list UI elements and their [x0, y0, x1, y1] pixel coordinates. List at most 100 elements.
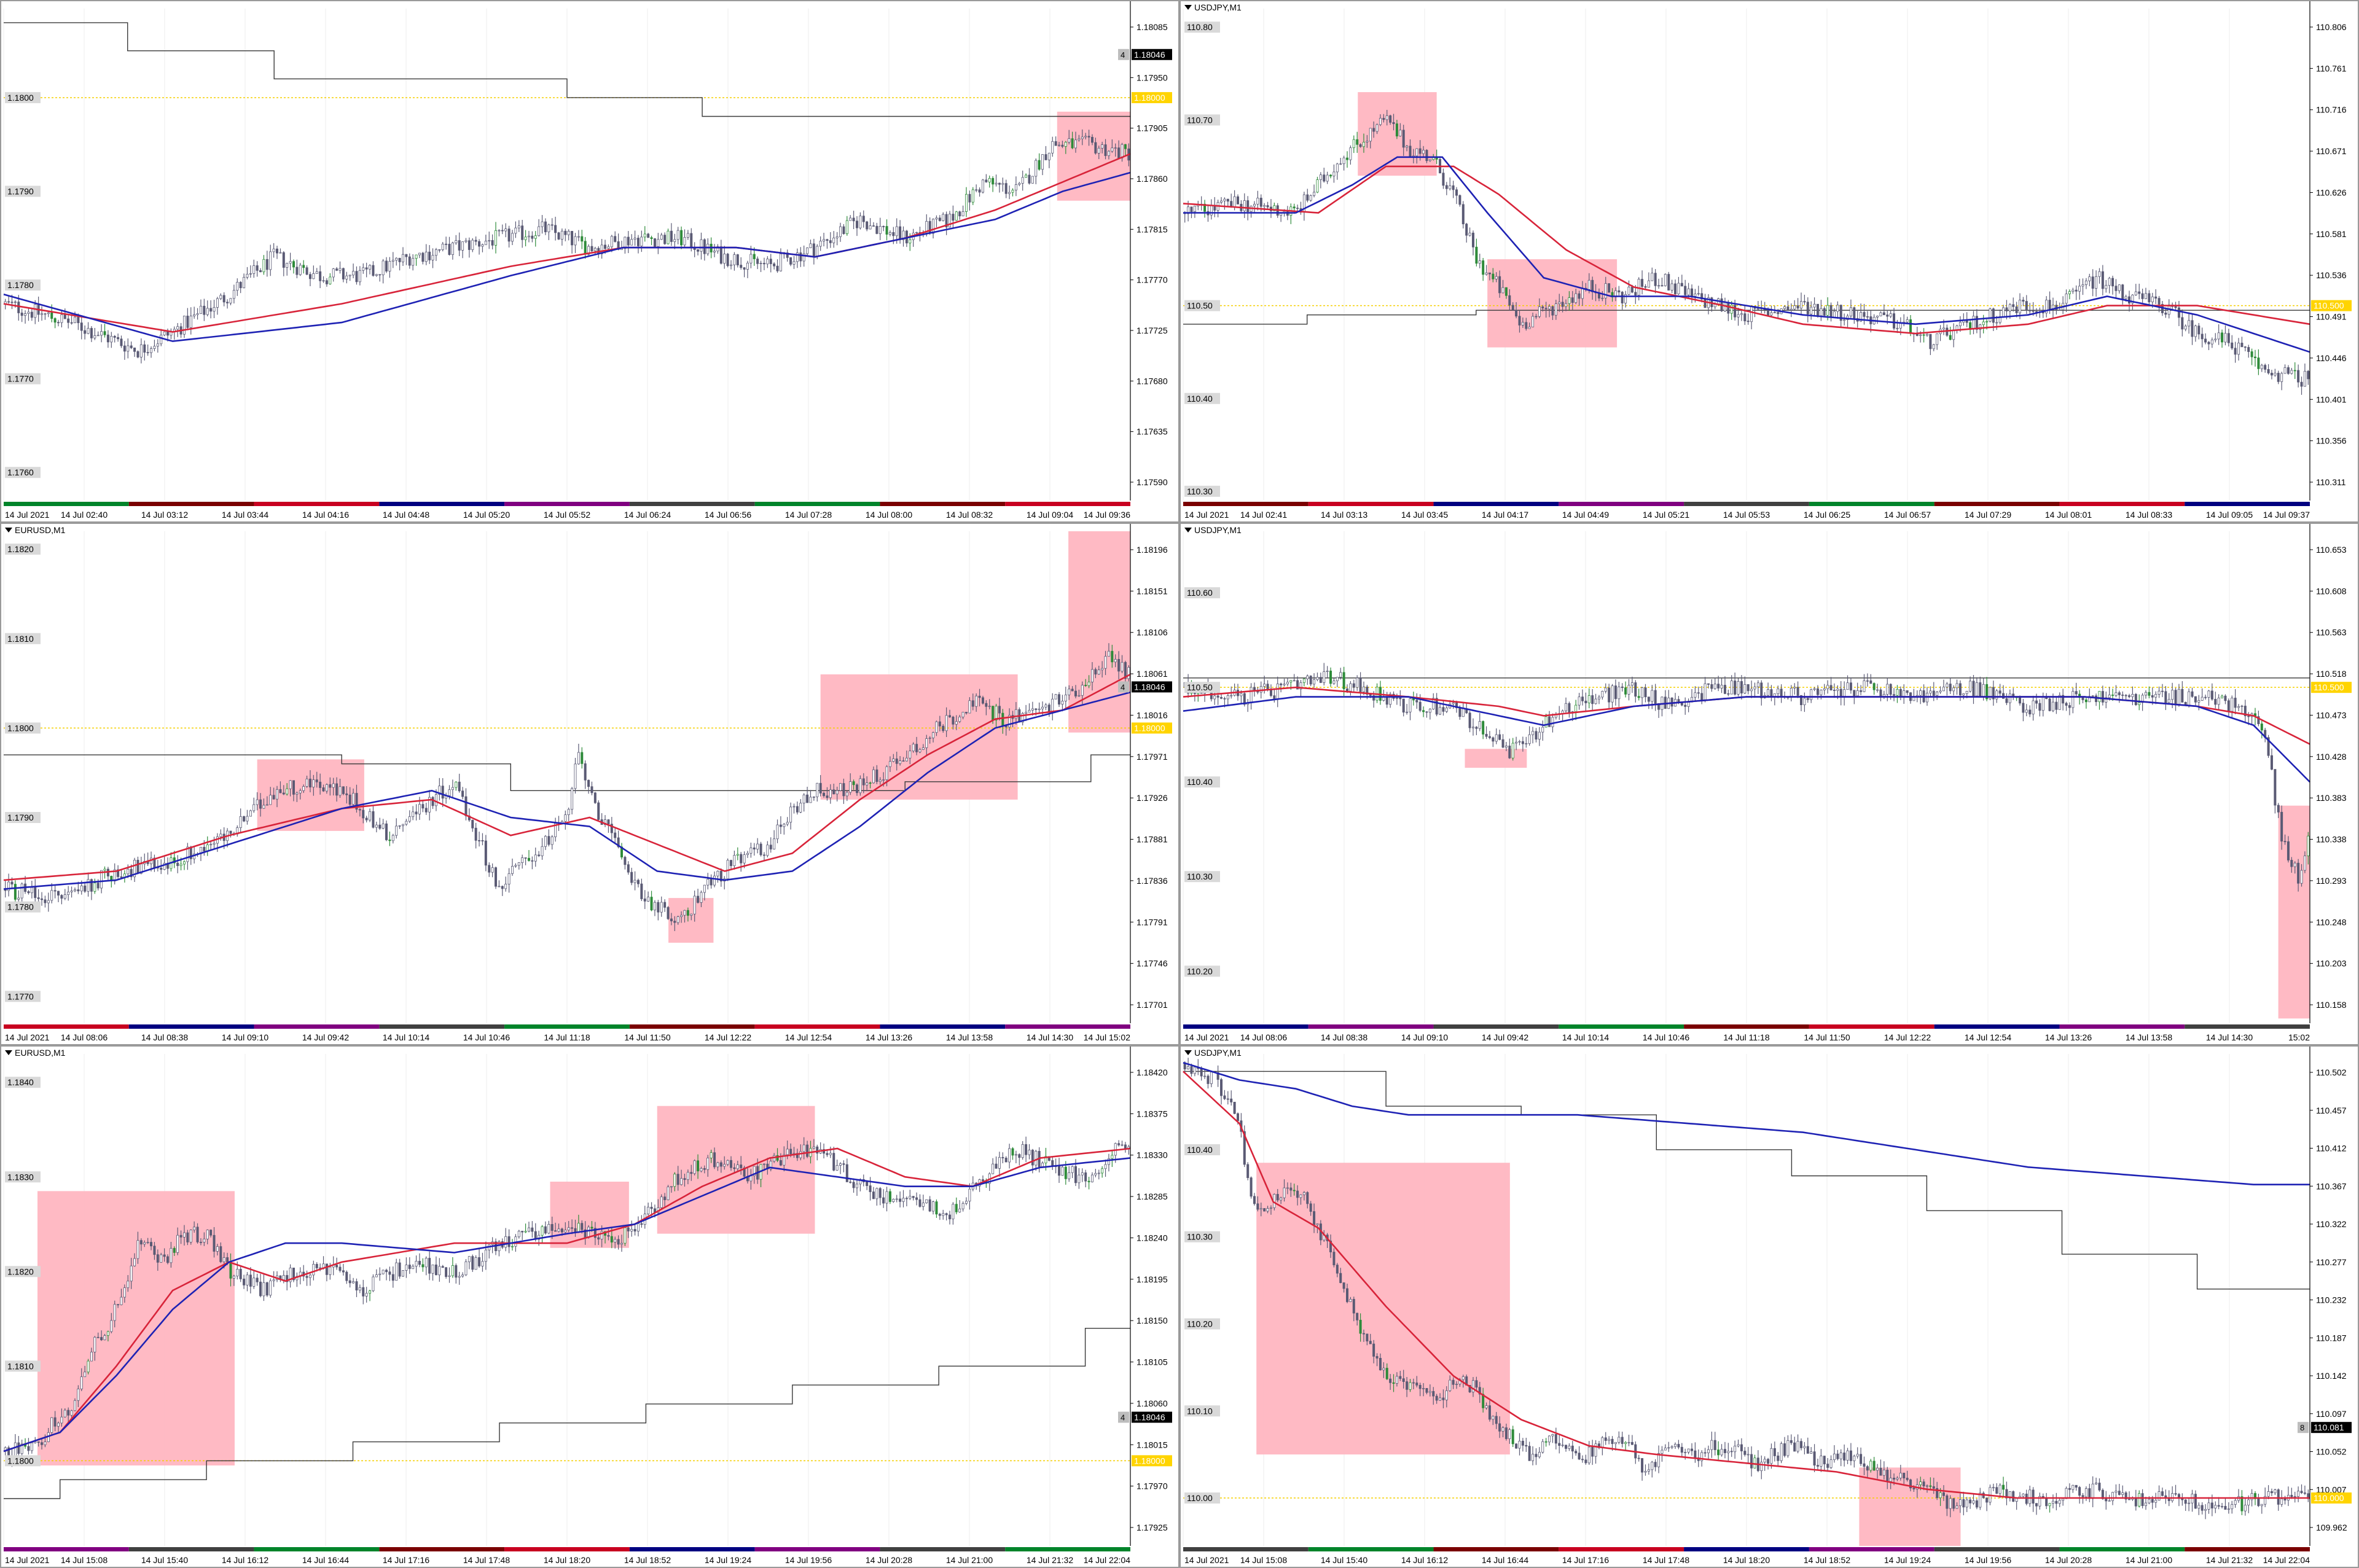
symbol-label[interactable]: USDJPY,M1 [1184, 2, 1242, 12]
chart-canvas[interactable]: 110.806110.761110.716110.671110.626110.5… [1181, 1, 2359, 523]
chart-pane-usdjpy-3[interactable]: 110.502 110.457 110.412 110.367 110.322 110.2… [1180, 1045, 2359, 1568]
candle-body [564, 814, 567, 822]
symbol-label[interactable]: EURUSD,M1 [5, 1048, 65, 1058]
candle-body [842, 226, 845, 234]
candle-body [2035, 311, 2038, 313]
candle-body [1346, 1288, 1349, 1302]
candle-body [1899, 688, 1902, 697]
candle-body [1461, 1376, 1465, 1380]
candle-body [179, 864, 182, 867]
candle-body [2008, 693, 2011, 703]
candle-body [365, 817, 368, 821]
candle-body [312, 273, 315, 279]
candle-body [229, 830, 232, 834]
chart-pane-eurusd-2[interactable]: 1.18196 1.18151 1.18106 1.18061 1.18016 1.179… [0, 523, 1180, 1045]
candle-body [282, 1275, 285, 1281]
candle-body [1001, 183, 1004, 185]
time-tick-label: 14 Jul 14:30 [1027, 1032, 1073, 1042]
candle-body [826, 1153, 829, 1155]
candle-body [1734, 305, 1737, 318]
candle-body [643, 233, 646, 238]
candle-body [1601, 691, 1604, 698]
symbol-label[interactable]: USDJPY,M1 [1184, 525, 1242, 535]
candle-body [10, 881, 14, 884]
candle-body [1356, 139, 1359, 145]
candle-body [342, 786, 345, 794]
chart-canvas[interactable]: 110.653110.608110.563110.518110.473110.4… [1181, 524, 2359, 1045]
candle-body [1445, 185, 1448, 189]
candle-body [1428, 709, 1431, 713]
candle-body [369, 265, 372, 270]
candle-body [388, 1271, 391, 1275]
time-tick-label: 14 Jul 08:06 [61, 1032, 108, 1042]
candle-body [302, 265, 305, 268]
candle-body [1359, 144, 1362, 147]
candle-body [501, 886, 504, 889]
candle-body [1571, 297, 1574, 303]
candle-body [560, 1228, 563, 1233]
candle-body [1299, 682, 1302, 690]
candle-body [1356, 677, 1359, 688]
candle-body [640, 1223, 643, 1225]
candle-body [408, 816, 411, 822]
candle-body [2138, 702, 2141, 705]
dropdown-triangle-icon[interactable] [1184, 5, 1192, 10]
chart-canvas[interactable]: 1.180851.179501.179051.178601.178151.177… [1, 1, 1180, 523]
candle-body [2058, 1500, 2061, 1504]
chart-pane-usdjpy-2[interactable]: 110.653 110.608 110.563 110.518 110.473 110.4… [1180, 523, 2359, 1045]
candle-body [1263, 684, 1266, 687]
candle-body [1694, 1450, 1697, 1458]
candle-body [365, 1293, 368, 1297]
chart-canvas[interactable]: 1.181961.181511.181061.180611.180161.179… [1, 524, 1180, 1045]
candle-body [812, 243, 815, 257]
candle-body [1972, 316, 1975, 330]
right-tick-label: 1.18196 [1136, 545, 1168, 555]
candle-body [1054, 141, 1057, 146]
dropdown-triangle-icon[interactable] [1184, 1050, 1192, 1055]
candle-body [1273, 205, 1276, 211]
candle-body [1081, 1172, 1084, 1176]
candle-body [1995, 690, 1998, 700]
dropdown-triangle-icon[interactable] [1184, 528, 1192, 532]
candle-body [2081, 1495, 2084, 1497]
candle-body [63, 1410, 66, 1418]
candle-body [73, 316, 76, 324]
tag-prefix: 8 [2300, 1423, 2304, 1432]
candle-body [355, 793, 358, 810]
candle-body [501, 230, 504, 232]
chart-pane-eurusd-3[interactable]: 1.18420 1.18375 1.18330 1.18285 1.18240 1.181… [0, 1045, 1180, 1568]
candle-body [1995, 322, 1998, 324]
dropdown-triangle-icon[interactable] [5, 1050, 12, 1055]
chart-pane-eurusd-1[interactable]: 1.18085 1.17950 1.17905 1.17860 1.17815 1.177… [0, 0, 1180, 523]
symbol-label[interactable]: USDJPY,M1 [1184, 1048, 1242, 1058]
candle-body [992, 177, 995, 185]
candle-body [481, 244, 484, 247]
candle-body [710, 1152, 713, 1158]
candle-body [219, 833, 222, 837]
candle-body [1339, 163, 1342, 165]
candle-body [1998, 1484, 2001, 1494]
dropdown-triangle-icon[interactable] [5, 528, 12, 532]
chart-canvas[interactable]: 1.184201.183751.183301.182851.182401.181… [1, 1047, 1180, 1568]
candle-body [517, 1231, 520, 1238]
right-tick-label: 110.248 [2316, 917, 2347, 927]
candle-body [1608, 283, 1611, 293]
right-tick-label: 110.401 [2316, 394, 2347, 404]
symbol-label[interactable]: EURUSD,M1 [5, 525, 65, 535]
candle-body [106, 1331, 109, 1336]
chart-canvas[interactable]: 110.502110.457110.412110.367110.322110.2… [1181, 1047, 2359, 1568]
left-tick-label: 1.1800 [7, 1456, 34, 1465]
candle-body [90, 1351, 93, 1362]
candle-body [1985, 321, 1989, 322]
candle-body [1687, 288, 1690, 295]
candle-body [1346, 688, 1349, 692]
candle-body [2128, 695, 2131, 697]
candle-body [557, 1228, 560, 1232]
chart-pane-usdjpy-1[interactable]: 110.806 110.761 110.716 110.671 110.626 110.5… [1180, 0, 2359, 523]
candle-body [1418, 701, 1422, 711]
candle-body [2224, 695, 2227, 701]
candle-body [998, 182, 1001, 185]
svg-text:110.500: 110.500 [2314, 301, 2344, 311]
candle-body [1349, 683, 1352, 692]
